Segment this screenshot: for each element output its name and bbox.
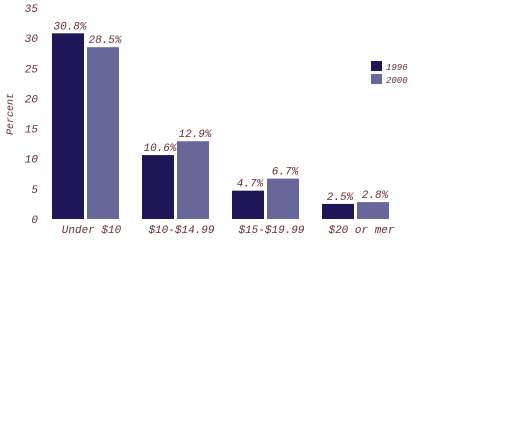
y-tick-label: 25 — [25, 64, 39, 76]
legend-label: 2000 — [386, 76, 408, 86]
value-label: 28.5% — [88, 35, 122, 47]
y-tick-label: 10 — [25, 155, 39, 167]
value-labels: 30.8% 10.6% 4.7% 2.5% 28.5% 12.9% 6.7% 2.8% — [53, 21, 389, 204]
bar-1996-3 — [232, 190, 264, 219]
legend-swatch-2000 — [371, 74, 382, 84]
y-tick-label: 0 — [31, 215, 38, 227]
y-tick-label: 20 — [25, 94, 39, 106]
bar-2000-1 — [87, 47, 119, 219]
bar-1996-2 — [142, 155, 174, 219]
y-tick-label: 30 — [25, 34, 39, 46]
bar-2000-3 — [267, 178, 299, 219]
bar-2000-4 — [357, 202, 389, 219]
x-axis: Under $10 $10-$14.99 $15-$19.99 $20 or mer — [62, 225, 395, 237]
legend-swatch-1996 — [371, 61, 382, 71]
x-tick-label: $10-$14.99 — [148, 225, 214, 237]
x-tick-label: Under $10 — [62, 225, 122, 237]
x-tick-label: $20 or mer — [328, 225, 394, 237]
value-label: 2.8% — [362, 190, 390, 202]
y-axis-title: Percent — [6, 93, 17, 135]
value-label: 10.6% — [143, 143, 177, 155]
legend-label: 1996 — [386, 63, 408, 73]
value-label: 2.5% — [327, 192, 355, 204]
x-tick-label: $15-$19.99 — [238, 225, 304, 237]
y-axis: 0 5 10 15 20 25 30 35 — [25, 4, 39, 227]
y-tick-label: 5 — [31, 185, 38, 197]
bar-2000-2 — [177, 141, 209, 219]
value-label: 6.7% — [272, 167, 300, 179]
legend: 1996 2000 — [371, 61, 408, 86]
bar-1996-4 — [322, 203, 354, 219]
value-label: 4.7% — [237, 179, 265, 191]
value-label: 12.9% — [178, 129, 212, 141]
value-label: 30.8% — [53, 21, 87, 33]
bars — [52, 33, 389, 219]
y-tick-label: 35 — [25, 4, 39, 16]
y-tick-label: 15 — [25, 125, 39, 137]
bar-1996-1 — [52, 33, 84, 219]
